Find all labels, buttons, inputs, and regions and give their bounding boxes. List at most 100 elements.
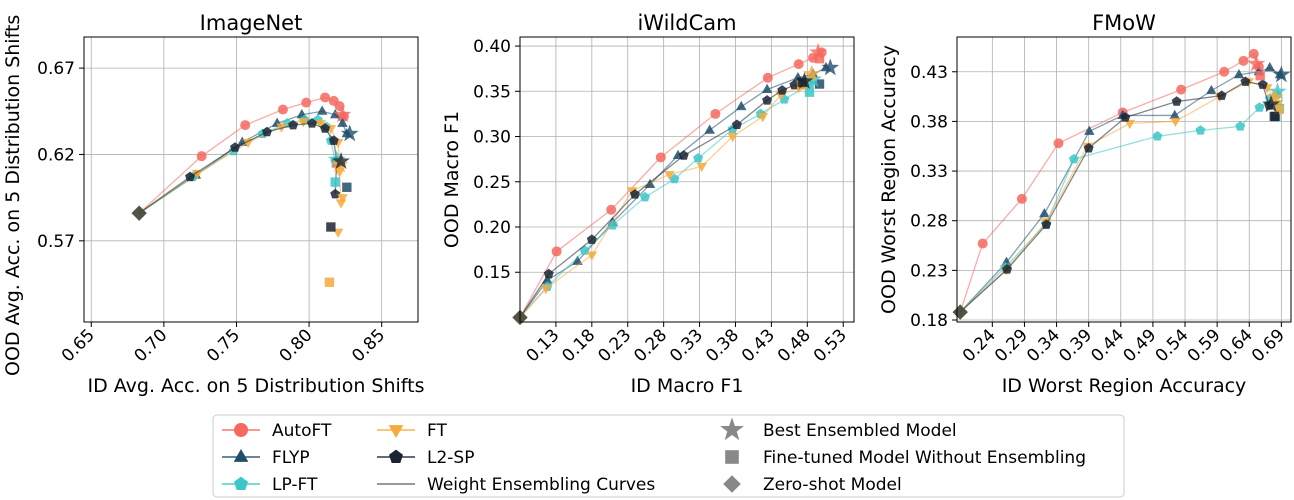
data-point-lp-ft — [1152, 131, 1163, 141]
x-tick-label: 0.29 — [991, 325, 1032, 366]
best-ensembled-point-flyp — [340, 124, 359, 142]
data-point-ft — [337, 194, 348, 204]
plot-frame — [519, 36, 855, 323]
best-ensembled-point-autoft — [333, 105, 352, 123]
data-point-autoft — [551, 246, 562, 257]
y-tick-label: 0.30 — [473, 128, 511, 148]
x-tick-label: 0.33 — [666, 325, 707, 366]
data-point-flyp — [329, 108, 341, 119]
data-point-autoft — [240, 120, 251, 131]
x-axis-label: ID Macro F1 — [631, 375, 744, 397]
legend-label: FT — [427, 421, 447, 441]
best-ensembled-point-flyp — [821, 58, 840, 76]
data-point-l2-sp — [731, 119, 742, 130]
data-point-l2-sp — [1083, 142, 1094, 153]
legend-triangle-up-icon — [233, 448, 249, 462]
data-point-autoft — [1219, 66, 1230, 77]
series-line-lp-ft — [959, 94, 1278, 313]
finetuned-point-flyp — [814, 79, 825, 89]
x-tick-label: 0.28 — [630, 325, 671, 366]
best-ensembled-point-autoft — [809, 43, 827, 60]
data-point-ft — [192, 169, 203, 180]
finetuned-point-lp-ft — [804, 87, 815, 97]
x-tick-label: 0.85 — [348, 325, 389, 366]
series-line-lp-ft — [138, 119, 336, 214]
legend-star-icon — [720, 417, 744, 441]
data-point-l2-sp — [328, 135, 339, 145]
x-tick-label: 0.48 — [774, 325, 815, 366]
data-point-flyp — [542, 274, 553, 284]
series-line-autoft — [959, 52, 1260, 313]
x-tick-label: 0.70 — [130, 325, 171, 366]
chart-title: FMoW — [1092, 11, 1156, 35]
data-point-lp-ft — [1068, 153, 1079, 164]
data-point-lp-ft — [1254, 102, 1265, 112]
data-point-l2-sp — [543, 268, 554, 279]
y-tick-label: 0.20 — [473, 218, 511, 238]
data-point-flyp — [1169, 109, 1180, 119]
data-point-flyp — [1084, 125, 1095, 135]
y-tick-label: 0.67 — [37, 59, 75, 79]
y-tick-label: 0.40 — [473, 37, 511, 57]
data-point-ft — [664, 171, 675, 181]
y-axis-label: OOD Worst Region Accuracy — [878, 45, 900, 314]
x-tick-label: 0.13 — [523, 325, 564, 366]
series-line-lp-ft — [519, 83, 811, 318]
best-ensembled-point-flyp — [1272, 65, 1291, 83]
data-point-l2-sp — [678, 150, 689, 160]
legend-item-fine-tuned-model-without-ensembling: Fine-tuned Model Without Ensembling — [725, 448, 1086, 468]
data-point-l2-sp — [320, 123, 331, 133]
legend: AutoFT FLYP LP-FT FT L2-SP Weight Ensembling … — [212, 414, 1125, 498]
data-point-l2-sp — [1120, 112, 1131, 122]
legend-pentagon-icon — [234, 476, 248, 490]
series-line-ft — [138, 120, 342, 214]
data-point-l2-sp — [762, 95, 773, 105]
legend-item-flyp: FLYP — [222, 448, 310, 468]
series-line-l2-sp — [138, 122, 338, 214]
y-tick-label: 0.35 — [473, 82, 511, 102]
finetuned-point-l2-sp — [326, 222, 336, 232]
y-tick-label: 0.18 — [910, 311, 948, 331]
x-tick-label: 0.69 — [1248, 325, 1289, 366]
data-point-autoft — [710, 108, 721, 119]
chart-panel-iwildcam: 0.130.180.230.280.330.380.430.480.53 0.15… — [441, 11, 855, 397]
data-point-l2-sp — [330, 188, 341, 199]
data-point-autoft — [1238, 55, 1249, 66]
x-tick-label: 0.38 — [702, 325, 743, 366]
data-point-ft — [335, 199, 347, 209]
y-tick-label: 0.62 — [37, 145, 75, 165]
legend-item-weight-ensembling-curves: Weight Ensembling Curves — [377, 475, 655, 495]
data-point-ft — [334, 168, 345, 178]
x-tick-label: 0.54 — [1152, 325, 1193, 366]
y-tick-label: 0.33 — [910, 162, 948, 182]
data-point-autoft — [1016, 193, 1027, 204]
y-axis-label: OOD Macro F1 — [441, 111, 463, 248]
data-point-l2-sp — [789, 79, 800, 90]
series-line-flyp — [519, 67, 827, 318]
data-point-flyp — [337, 117, 348, 127]
legend-item-ft: FT — [377, 421, 447, 441]
data-point-autoft — [793, 59, 804, 70]
data-point-ft — [696, 162, 707, 173]
data-point-ft — [757, 113, 769, 123]
data-point-l2-sp — [777, 85, 788, 95]
legend-triangle-down-icon — [388, 425, 404, 439]
data-point-ft — [1124, 119, 1136, 130]
data-point-l2-sp — [1002, 264, 1013, 274]
series-line-l2-sp — [959, 81, 1270, 313]
data-point-l2-sp — [629, 189, 640, 199]
data-point-l2-sp — [230, 142, 241, 152]
data-point-lp-ft — [1195, 125, 1206, 135]
data-point-autoft — [1053, 138, 1064, 149]
legend-label: AutoFT — [272, 421, 332, 441]
data-point-autoft — [655, 152, 666, 163]
legend-label: Best Ensembled Model — [763, 421, 957, 441]
x-tick-label: 0.23 — [594, 325, 635, 366]
data-point-autoft — [606, 204, 617, 215]
x-tick-label: 0.53 — [810, 325, 851, 366]
legend-label: FLYP — [272, 448, 310, 468]
data-point-lp-ft — [693, 152, 704, 163]
series-line-ft — [959, 80, 1279, 313]
data-point-lp-ft — [639, 191, 650, 202]
